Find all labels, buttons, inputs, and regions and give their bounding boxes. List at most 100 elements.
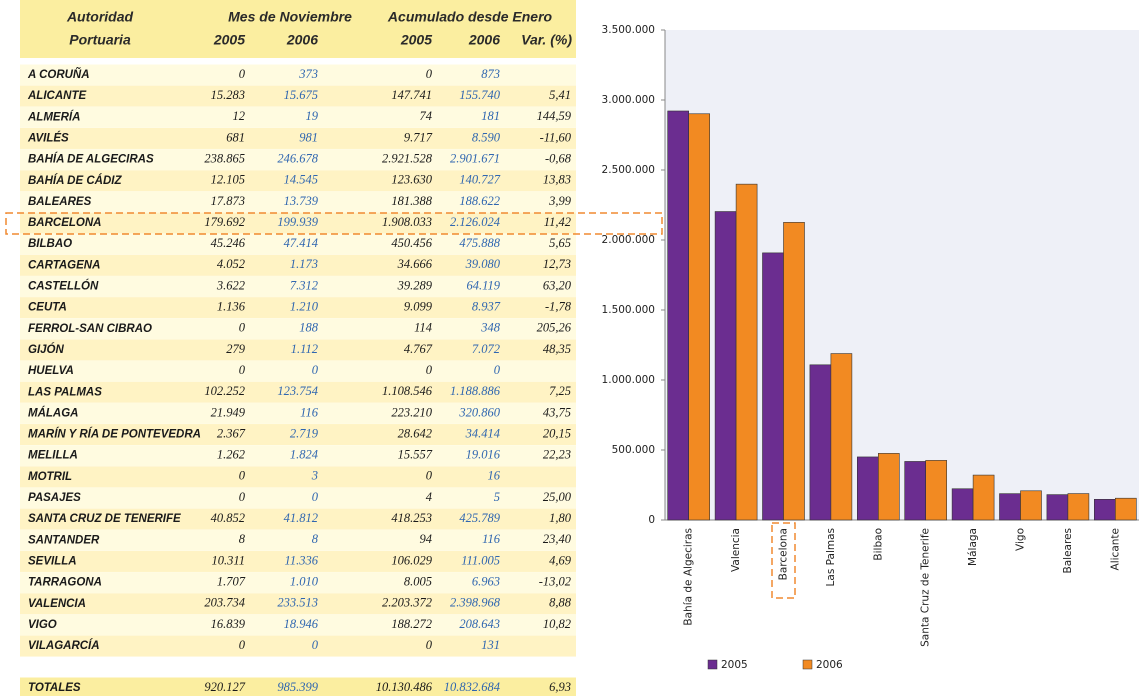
row-bg <box>20 381 576 403</box>
cell: 0 <box>426 67 433 81</box>
cell: 681 <box>226 130 245 144</box>
cell: 1.210 <box>290 300 319 314</box>
cell: 0 <box>239 321 246 335</box>
cell: 41.812 <box>284 511 318 525</box>
cell: 111.005 <box>461 553 500 567</box>
cell: 1.908.033 <box>382 215 432 229</box>
header-text: 2006 <box>468 32 500 48</box>
row-bg <box>20 191 576 213</box>
bar <box>904 461 927 521</box>
row-bg <box>20 445 576 467</box>
bar <box>1115 497 1137 521</box>
cell: 10,82 <box>543 617 571 631</box>
row-bg <box>20 339 576 361</box>
bar <box>809 364 832 521</box>
cell: -0,68 <box>545 151 572 165</box>
cell: 28.642 <box>398 426 432 440</box>
cell: 0 <box>312 363 319 377</box>
highlight-row <box>5 212 663 235</box>
cell: -13,02 <box>539 574 571 588</box>
cell: 144,59 <box>537 109 572 123</box>
cell: 418.253 <box>391 511 432 525</box>
cell: 13,83 <box>543 173 571 187</box>
cell: 4,69 <box>549 553 572 567</box>
cell: 8.590 <box>472 130 501 144</box>
bar <box>667 110 690 521</box>
cell: 2.921.528 <box>382 151 433 165</box>
row-bg <box>20 360 576 382</box>
table-header-bg <box>20 0 576 58</box>
cell: -11,60 <box>540 130 572 144</box>
cell: 14.545 <box>284 173 318 187</box>
bar <box>856 456 879 521</box>
bar <box>688 113 711 521</box>
cell: 34.414 <box>465 426 500 440</box>
row-name: BAHÍA DE CÁDIZ <box>28 174 122 187</box>
cell: 140.727 <box>459 173 500 187</box>
cell: 43,75 <box>543 405 571 419</box>
cell: 48,35 <box>543 342 571 356</box>
cell: 6.963 <box>472 574 500 588</box>
row-bg <box>20 149 576 171</box>
header-text: Mes de Noviembre <box>228 9 352 25</box>
cell: 12 <box>233 109 246 123</box>
row-bg <box>20 254 576 276</box>
cell: 981 <box>299 130 318 144</box>
row-bg <box>20 233 576 255</box>
cell: 131 <box>481 638 500 652</box>
row-name: BALEARES <box>28 196 92 208</box>
bar <box>1046 494 1069 521</box>
x-tick-label: Las Palmas <box>825 528 837 586</box>
cell: 3.622 <box>216 278 245 292</box>
cell: 1.010 <box>290 574 319 588</box>
cell: 2.719 <box>290 426 319 440</box>
legend-swatch <box>707 659 718 670</box>
row-name: CEUTA <box>28 302 67 314</box>
cell: 233.513 <box>277 596 318 610</box>
cell: 7,25 <box>549 384 571 398</box>
cell: 40.852 <box>211 511 245 525</box>
cell: 8.937 <box>472 300 501 314</box>
cell: 0 <box>239 490 246 504</box>
cell: 15.283 <box>211 88 245 102</box>
cell: 1,80 <box>549 511 572 525</box>
header-text: Portuaria <box>69 32 131 48</box>
row-name: BAHÍA DE ALGECIRAS <box>28 153 154 166</box>
row-name: VALENCIA <box>28 598 86 610</box>
cell: 2.126.024 <box>450 215 500 229</box>
cell: 18.946 <box>284 617 319 631</box>
x-tick-label: Málaga <box>967 528 979 566</box>
table: Autoridad Portuaria Mes de Noviembre 2005 20… <box>20 9 576 696</box>
cell: 1.188.886 <box>450 384 501 398</box>
cell: 94 <box>420 532 433 546</box>
cell: 45.246 <box>211 236 246 250</box>
cell: 475.888 <box>459 236 500 250</box>
cell: 4.052 <box>217 257 245 271</box>
cell: 123.630 <box>391 173 432 187</box>
row-bg <box>20 64 576 86</box>
cell: 373 <box>298 67 318 81</box>
cell: 203.734 <box>204 596 245 610</box>
cell: 425.789 <box>459 511 500 525</box>
header-text: Acumulado desde Enero <box>387 9 553 25</box>
cell: 155.740 <box>459 88 500 102</box>
y-tick-label: 2.000.000 <box>602 234 655 246</box>
row-name: BARCELONA <box>28 217 101 229</box>
cell: 63,20 <box>543 278 572 292</box>
header-text: Autoridad <box>66 9 134 25</box>
bar <box>877 453 900 521</box>
cell: 246.678 <box>277 151 318 165</box>
legend-label: 2006 <box>816 659 843 671</box>
cell: 2.901.671 <box>450 151 500 165</box>
header-text: 2005 <box>400 32 432 48</box>
cell: 199.939 <box>277 215 318 229</box>
cell: 0 <box>494 363 501 377</box>
cell: 985.399 <box>277 680 318 694</box>
cell: 0 <box>239 67 246 81</box>
row-name: MELILLA <box>28 450 78 462</box>
row-bg <box>20 593 576 615</box>
cell: 4.767 <box>404 342 433 356</box>
row-name: AVILÉS <box>27 131 69 144</box>
cell: 13.739 <box>284 194 319 208</box>
cell: 0 <box>312 490 319 504</box>
